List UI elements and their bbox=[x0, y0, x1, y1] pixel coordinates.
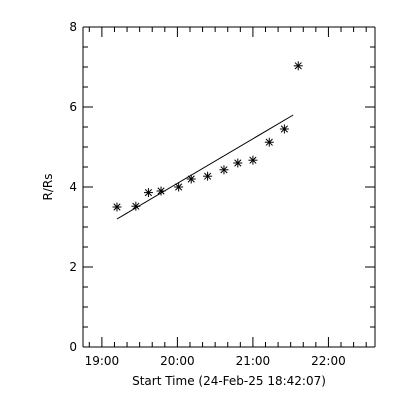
marker-stroke bbox=[234, 159, 242, 167]
marker-stroke bbox=[294, 62, 302, 70]
marker-stroke bbox=[175, 183, 183, 191]
data-point bbox=[203, 171, 213, 181]
marker-stroke bbox=[265, 138, 273, 146]
plot-frame bbox=[82, 26, 376, 348]
y-tick-label: 0 bbox=[69, 340, 77, 354]
data-markers bbox=[112, 61, 303, 212]
x-tick-label: 19:00 bbox=[85, 354, 120, 368]
data-point bbox=[143, 188, 153, 198]
x-tick-label: 22:00 bbox=[311, 354, 346, 368]
axis-ticks bbox=[83, 26, 375, 348]
data-point bbox=[219, 165, 229, 175]
marker-stroke bbox=[187, 175, 195, 183]
marker-stroke bbox=[204, 172, 212, 180]
x-tick-label: 20:00 bbox=[160, 354, 195, 368]
fit-line bbox=[116, 114, 294, 220]
x-tick-label: 21:00 bbox=[236, 354, 271, 368]
tick-labels: 19:00 20:00 21:00 22:00 0 2 4 6 8 bbox=[69, 20, 345, 368]
data-point bbox=[279, 124, 289, 134]
x-axis-label: Start Time (24-Feb-25 18:42:07) bbox=[132, 374, 326, 388]
marker-stroke bbox=[144, 189, 153, 197]
marker-stroke bbox=[280, 125, 288, 133]
y-tick-label: 6 bbox=[69, 100, 77, 114]
data-point bbox=[186, 174, 196, 184]
marker-stroke bbox=[249, 156, 257, 164]
y-tick-label: 2 bbox=[69, 260, 77, 274]
data-point bbox=[233, 158, 243, 168]
data-point bbox=[156, 186, 166, 196]
marker-stroke bbox=[157, 187, 165, 195]
marker-stroke bbox=[132, 202, 140, 210]
data-point bbox=[131, 201, 141, 211]
data-point bbox=[293, 61, 303, 71]
data-point bbox=[264, 137, 274, 147]
data-point bbox=[248, 155, 258, 165]
marker-stroke bbox=[113, 203, 121, 211]
y-axis-label: R/Rs bbox=[41, 174, 55, 201]
data-point bbox=[174, 182, 184, 192]
data-point bbox=[112, 202, 122, 212]
y-tick-label: 8 bbox=[69, 20, 77, 34]
marker-stroke bbox=[220, 166, 228, 174]
y-tick-label: 4 bbox=[69, 180, 77, 194]
